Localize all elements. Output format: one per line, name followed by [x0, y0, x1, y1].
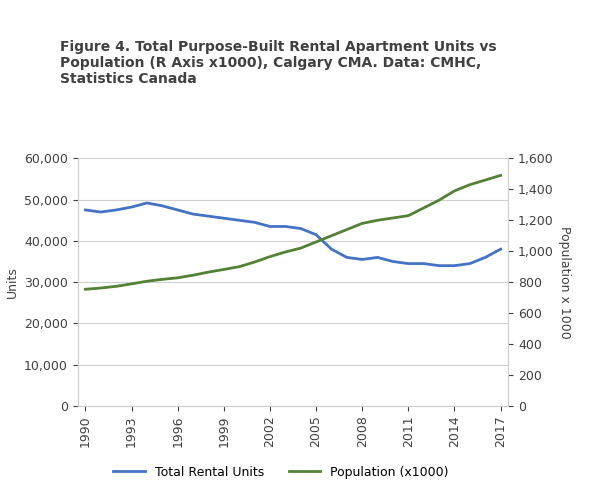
- Population (x1000): [205, 269, 212, 275]
- Total Rental Units: [220, 215, 227, 221]
- Population (x1000): [497, 172, 504, 178]
- Total Rental Units: [359, 256, 366, 262]
- Population (x1000): [144, 278, 151, 284]
- Population (x1000): [343, 227, 350, 233]
- Total Rental Units: [97, 209, 105, 215]
- Population (x1000): [389, 215, 396, 221]
- Total Rental Units: [343, 254, 350, 260]
- Total Rental Units: [374, 254, 381, 260]
- Total Rental Units: [405, 261, 412, 267]
- Total Rental Units: [205, 213, 212, 219]
- Population (x1000): [158, 276, 166, 282]
- Population (x1000): [451, 188, 458, 194]
- Total Rental Units: [158, 203, 166, 209]
- Line: Population (x1000): Population (x1000): [86, 175, 501, 289]
- Total Rental Units: [266, 224, 273, 230]
- Population (x1000): [435, 197, 443, 203]
- Total Rental Units: [497, 246, 504, 252]
- Y-axis label: Units: Units: [5, 266, 19, 298]
- Total Rental Units: [82, 207, 89, 213]
- Legend: Total Rental Units, Population (x1000): Total Rental Units, Population (x1000): [108, 461, 454, 484]
- Population (x1000): [481, 177, 489, 183]
- Population (x1000): [128, 281, 135, 287]
- Total Rental Units: [328, 246, 335, 252]
- Total Rental Units: [128, 204, 135, 210]
- Population (x1000): [174, 275, 181, 281]
- Total Rental Units: [144, 200, 151, 206]
- Population (x1000): [82, 286, 89, 292]
- Total Rental Units: [389, 258, 396, 264]
- Population (x1000): [359, 220, 366, 226]
- Population (x1000): [220, 266, 227, 272]
- Line: Total Rental Units: Total Rental Units: [86, 203, 501, 266]
- Population (x1000): [313, 239, 320, 245]
- Population (x1000): [328, 233, 335, 239]
- Population (x1000): [466, 182, 474, 188]
- Population (x1000): [251, 259, 258, 265]
- Total Rental Units: [466, 261, 474, 267]
- Total Rental Units: [435, 263, 443, 269]
- Total Rental Units: [190, 211, 197, 217]
- Population (x1000): [266, 253, 273, 259]
- Population (x1000): [112, 283, 120, 289]
- Total Rental Units: [112, 207, 120, 213]
- Population (x1000): [420, 205, 428, 211]
- Total Rental Units: [451, 263, 458, 269]
- Total Rental Units: [420, 261, 428, 267]
- Population (x1000): [236, 264, 243, 270]
- Population (x1000): [297, 245, 304, 251]
- Total Rental Units: [481, 254, 489, 260]
- Total Rental Units: [174, 207, 181, 213]
- Population (x1000): [97, 285, 105, 291]
- Total Rental Units: [236, 217, 243, 223]
- Total Rental Units: [251, 219, 258, 225]
- Text: Figure 4. Total Purpose-Built Rental Apartment Units vs
Population (R Axis x1000: Figure 4. Total Purpose-Built Rental Apa…: [60, 40, 496, 86]
- Population (x1000): [374, 217, 381, 223]
- Population (x1000): [282, 249, 289, 255]
- Total Rental Units: [313, 232, 320, 238]
- Population (x1000): [190, 272, 197, 278]
- Population (x1000): [405, 213, 412, 219]
- Total Rental Units: [297, 226, 304, 232]
- Total Rental Units: [282, 224, 289, 230]
- Y-axis label: Population x 1000: Population x 1000: [557, 226, 570, 339]
